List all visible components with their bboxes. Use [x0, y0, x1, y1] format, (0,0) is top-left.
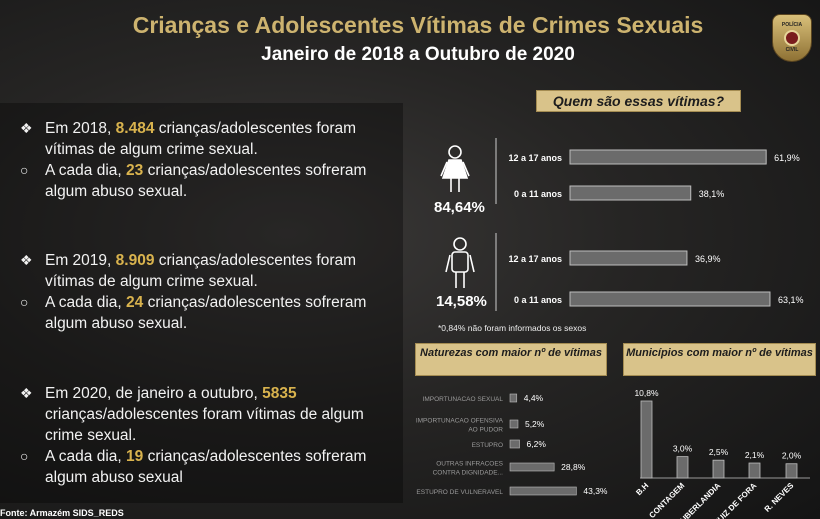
bar: [569, 149, 767, 165]
diamond-bullet-icon: ❖: [20, 252, 33, 268]
municipios-title: Municípios com maior nº de vítimas: [623, 343, 816, 376]
page-subtitle: Janeiro de 2018 a Outubro de 2020: [261, 44, 575, 65]
summary-2018: ❖ Em 2018, 8.484 crianças/adolescentes fo…: [20, 118, 402, 202]
bar-value-label: 28,8%: [561, 462, 586, 472]
summary-panel: [0, 103, 403, 503]
bar: [676, 456, 689, 479]
badge-emblem: [784, 30, 800, 46]
bar: [785, 463, 798, 479]
naturezas-title: Naturezas com maior nº de vítimas: [415, 343, 607, 376]
summary-daily: 24: [126, 294, 144, 311]
diamond-bullet-icon: ❖: [20, 120, 33, 136]
bar: [509, 486, 577, 496]
summary-count: 5835: [262, 385, 297, 402]
bar-category-label: 12 a 17 anos: [508, 254, 562, 264]
summary-line: ○ A cada dia, 19 crianças/adolescentes so…: [20, 446, 402, 488]
bar: [509, 439, 520, 449]
summary-text: Em 2018,: [45, 120, 116, 137]
bar: [509, 419, 519, 429]
footnote: *0,84% não foram informados os sexos: [438, 323, 587, 333]
bar-value-label: 3,0%: [673, 444, 693, 454]
bar-value-label: 10,8%: [634, 388, 659, 398]
bar-value-label: 6,2%: [527, 439, 547, 449]
bar-category-label: ESTUPRO: [472, 442, 503, 449]
bar-value-label: 43,3%: [583, 486, 608, 496]
summary-line: ○ A cada dia, 24 crianças/adolescentes so…: [20, 292, 402, 334]
summary-line: ❖ Em 2020, de janeiro a outubro, 5835 cri…: [20, 383, 402, 446]
summary-text: crianças/adolescentes sofreram algum abu…: [45, 294, 367, 332]
bar-category-label: ESTUPRO DE VULNERAVEL: [416, 489, 503, 496]
bar: [569, 291, 771, 307]
bar-category-label: CONTAGEM: [647, 481, 686, 519]
victims-title: Quem são essas vítimas?: [536, 90, 741, 112]
bar: [712, 459, 725, 479]
bar-value-label: 4,4%: [524, 393, 544, 403]
female-figure-icon: [440, 145, 470, 192]
summary-text: Em 2020, de janeiro a outubro,: [45, 385, 263, 402]
bar-value-label: 5,2%: [525, 419, 545, 429]
bar-category-label: 12 a 17 anos: [508, 153, 562, 163]
summary-line: ○ A cada dia, 23 crianças/adolescentes so…: [20, 160, 402, 202]
bar-value-label: 38,1%: [699, 189, 725, 199]
male-figure-icon: [445, 237, 475, 288]
summary-daily: 23: [126, 162, 144, 179]
summary-text: crianças/adolescentes sofreram algum abu…: [45, 162, 367, 200]
page-title: Crianças e Adolescentes Vítimas de Crime…: [132, 12, 704, 38]
summary-daily: 19: [126, 448, 144, 465]
bar-category-label: 0 a 11 anos: [514, 295, 562, 305]
bar-value-label: 2,1%: [745, 450, 765, 460]
source-note: Fonte: Armazém SIDS_REDS: [0, 508, 124, 518]
female-percentage: 84,64%: [434, 199, 485, 216]
male-percentage: 14,58%: [436, 293, 487, 310]
bar-category-label: IMPORTUNACAO OFENSIVA: [416, 418, 504, 425]
circle-bullet-icon: ○: [20, 448, 29, 464]
summary-count: 8.909: [115, 252, 155, 269]
summary-text: Em 2019,: [45, 252, 116, 269]
summary-2019: ❖ Em 2019, 8.909 crianças/adolescentes fo…: [20, 250, 402, 334]
bar-value-label: 36,9%: [695, 254, 721, 264]
bar-value-label: 2,0%: [782, 451, 802, 461]
bar: [509, 462, 555, 472]
summary-text: crianças/adolescentes foram vítimas de a…: [45, 406, 364, 444]
circle-bullet-icon: ○: [20, 294, 29, 310]
bar: [748, 462, 761, 479]
bar-value-label: 63,1%: [778, 295, 804, 305]
bar-category-label: OUTRAS INFRACOES: [436, 461, 503, 468]
diamond-bullet-icon: ❖: [20, 385, 33, 401]
circle-bullet-icon: ○: [20, 162, 29, 178]
bar-category-label: CONTRA DIGNIDADE...: [433, 470, 504, 477]
police-badge-icon: POLÍCIA CIVIL: [772, 14, 812, 62]
summary-text: crianças/adolescentes foram vítimas de a…: [45, 120, 357, 158]
summary-text: A cada dia,: [45, 162, 127, 179]
bar-category-label: B.H: [634, 481, 650, 497]
summary-text: crianças/adolescentes foram vítimas de a…: [45, 252, 357, 290]
summary-line: ❖ Em 2019, 8.909 crianças/adolescentes fo…: [20, 250, 402, 292]
summary-line: ❖ Em 2018, 8.484 crianças/adolescentes fo…: [20, 118, 402, 160]
bar-category-label: R. NEVES: [763, 481, 796, 514]
bar-category-label: AO PUDOR: [468, 427, 503, 434]
summary-text: A cada dia,: [45, 448, 127, 465]
bar: [509, 393, 518, 403]
summary-text: A cada dia,: [45, 294, 127, 311]
summary-text: crianças/adolescentes sofreram algum abu…: [45, 448, 367, 486]
bar-category-label: IMPORTUNACAO SEXUAL: [423, 396, 504, 403]
bar: [640, 400, 653, 479]
summary-count: 8.484: [115, 120, 155, 137]
bar-value-label: 2,5%: [709, 447, 729, 457]
badge-bottom-text: CIVIL: [785, 47, 799, 53]
bar: [569, 185, 692, 201]
summary-2020: ❖ Em 2020, de janeiro a outubro, 5835 cri…: [20, 383, 402, 488]
bar-value-label: 61,9%: [774, 153, 800, 163]
bar: [569, 250, 688, 266]
bar-category-label: 0 a 11 anos: [514, 189, 562, 199]
badge-top-text: POLÍCIA: [781, 22, 803, 28]
